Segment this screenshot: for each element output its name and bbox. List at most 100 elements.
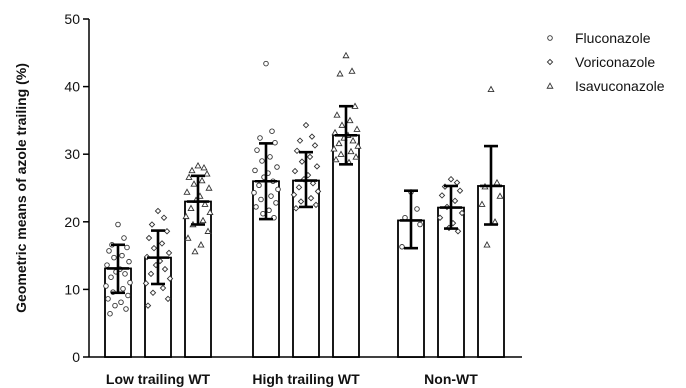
data-point (199, 216, 207, 224)
data-point (453, 179, 461, 186)
data-point (335, 139, 343, 147)
legend-marker (546, 58, 554, 66)
data-point (263, 60, 269, 67)
data-point (493, 178, 501, 186)
data-point (148, 221, 156, 228)
y-tick-label: 10 (64, 281, 80, 297)
x-category-label: Low trailing WT (106, 371, 211, 387)
data-point (438, 192, 446, 199)
data-point (103, 283, 109, 289)
data-point (291, 167, 299, 175)
data-point (154, 207, 162, 215)
data-point (272, 139, 278, 146)
data-point (161, 265, 169, 273)
data-point (145, 234, 153, 242)
data-point (182, 212, 190, 220)
data-point (205, 184, 213, 191)
data-point (200, 163, 208, 171)
data-point (198, 176, 206, 184)
data-point (332, 155, 340, 163)
data-point (347, 147, 355, 155)
y-axis-title: Geometric means of azole trailing (%) (13, 63, 29, 313)
data-point (257, 135, 263, 141)
data-point (119, 252, 125, 259)
data-point (204, 227, 212, 234)
data-point (353, 125, 361, 132)
y-axis: 0 10 20 30 40 50 (64, 11, 90, 365)
data-point (115, 221, 121, 228)
data-point (336, 70, 344, 77)
data-point (414, 206, 420, 212)
data-point (185, 173, 193, 180)
data-point (125, 292, 131, 299)
data-point (150, 244, 158, 252)
data-point (496, 192, 504, 199)
data-point (158, 240, 166, 247)
data-point (290, 191, 298, 198)
data-point (292, 205, 300, 212)
bar-group-0: Low trailing WT (103, 161, 214, 387)
data-point (126, 258, 132, 265)
data-point (314, 188, 322, 195)
data-point (351, 102, 359, 109)
data-point (258, 196, 264, 203)
y-tick-label: 0 (72, 349, 80, 365)
legend-label: Isavuconazole (575, 78, 665, 94)
data-point (478, 200, 486, 207)
data-point (203, 170, 211, 177)
data-point (267, 154, 273, 160)
data-point (124, 244, 130, 251)
data-point (346, 116, 354, 124)
data-point (183, 188, 191, 195)
data-point (417, 221, 423, 228)
data-point (259, 158, 265, 164)
data-point (454, 228, 462, 235)
y-tick-label: 20 (64, 214, 80, 230)
data-point (197, 241, 205, 248)
data-point (298, 158, 306, 165)
data-point (337, 150, 345, 157)
data-point (342, 51, 350, 59)
data-point (166, 275, 174, 282)
data-point (106, 248, 112, 254)
data-point (308, 133, 316, 140)
data-point (147, 270, 155, 278)
data-point (256, 182, 262, 189)
data-point (297, 198, 305, 205)
data-point (190, 180, 198, 187)
data-point (302, 121, 310, 129)
data-point (307, 194, 315, 202)
data-point (120, 285, 126, 292)
data-point (104, 262, 110, 268)
data-point (266, 207, 272, 214)
data-point (330, 145, 338, 152)
bar-voriconazole-2 (437, 206, 465, 358)
data-point (144, 302, 152, 309)
data-point (187, 204, 195, 211)
data-point (399, 244, 405, 250)
data-point (127, 279, 133, 286)
data-point (111, 254, 117, 261)
data-point (295, 184, 303, 191)
legend-marker (546, 82, 554, 89)
data-point (123, 306, 129, 312)
x-category-label: High trailing WT (252, 371, 360, 387)
data-point (122, 271, 128, 277)
data-point (184, 234, 192, 241)
data-point (275, 186, 281, 193)
data-point (206, 208, 214, 216)
data-point (456, 187, 464, 194)
data-point (164, 295, 172, 303)
data-point (142, 280, 150, 287)
data-point (483, 241, 491, 248)
data-point (188, 166, 196, 174)
data-point (273, 200, 279, 206)
data-point (309, 180, 317, 187)
data-point (458, 209, 466, 217)
data-point (253, 204, 259, 210)
data-point (333, 111, 341, 118)
data-point (112, 302, 118, 309)
y-tick-label: 40 (64, 79, 80, 95)
data-point (118, 299, 124, 305)
